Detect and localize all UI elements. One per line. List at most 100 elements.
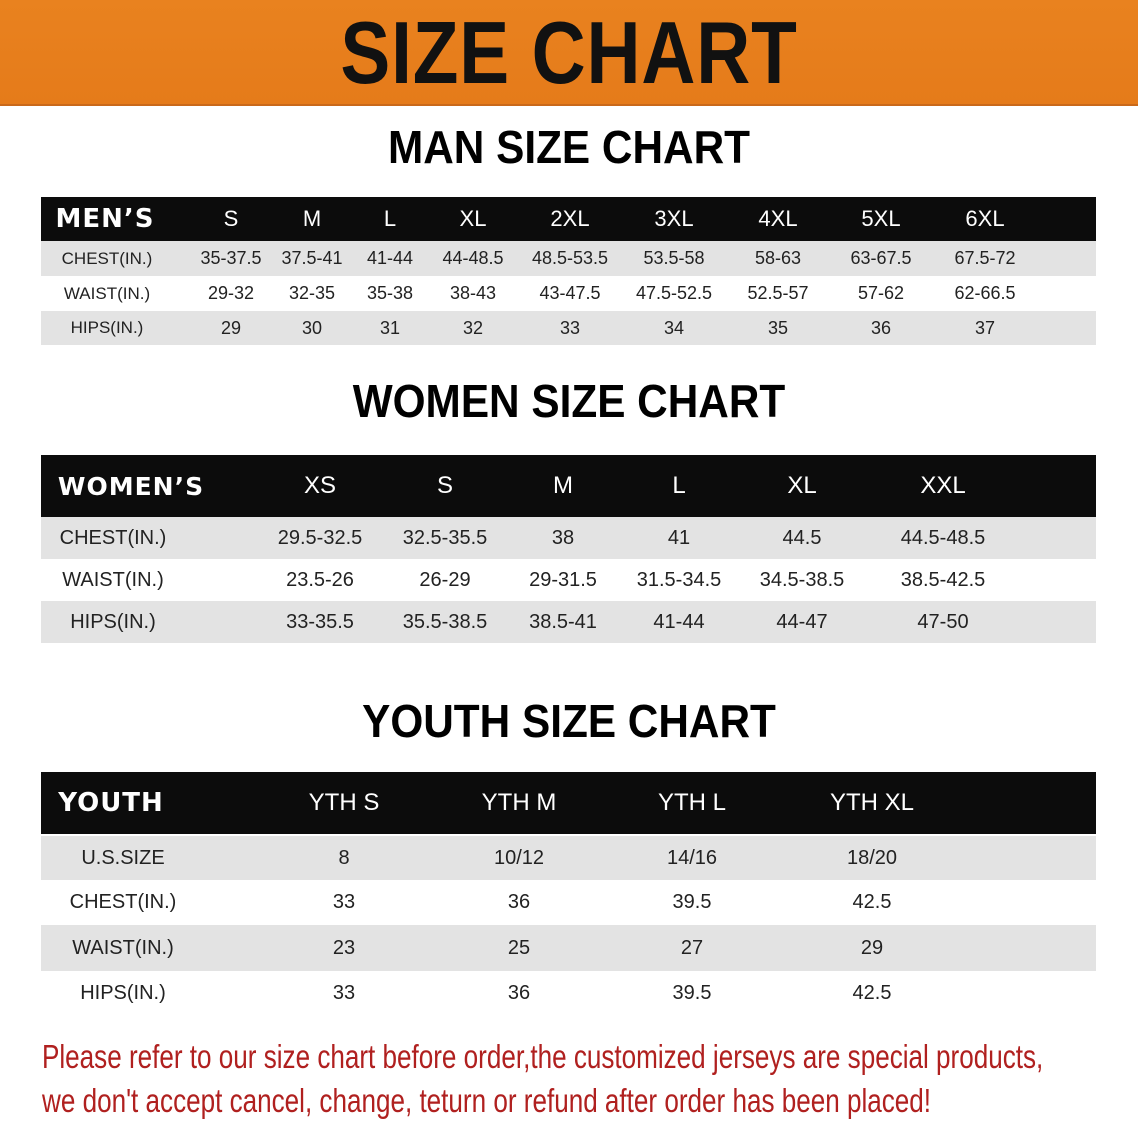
row-label: HIPS(IN.) (70, 318, 144, 337)
size-header: L (383, 206, 397, 231)
measurement-cell: 42.5 (852, 891, 892, 913)
measurement-cell: 58-63 (754, 248, 802, 268)
men-size-table: MEN’S S M L XL 2XL 3XL 4XL 5XL 6XL CHEST(IN.) 35-37… (41, 197, 1096, 345)
measurement-cell: 33 (559, 317, 581, 338)
size-chart-banner: SIZE CHART (0, 0, 1138, 106)
measurement-cell: 35-38 (366, 283, 414, 303)
row-label: WAIST(IN.) (72, 936, 174, 959)
measurement-cell: 29 (860, 936, 884, 959)
size-header: 6XL (965, 206, 1005, 231)
measurement-cell: 30 (301, 317, 323, 338)
row-label: WAIST(IN.) (62, 568, 164, 591)
row-label: U.S.SIZE (81, 846, 165, 869)
measurement-cell: 29.5-32.5 (277, 526, 363, 549)
measurement-cell: 42.5 (852, 982, 892, 1004)
table-row: WAIST(IN.) 29-32 32-35 35-38 38-43 43-47.5 47.… (41, 276, 1096, 311)
measurement-cell: 41-44 (366, 248, 414, 268)
measurement-cell: 38.5-41 (529, 610, 597, 633)
measurement-cell: 47.5-52.5 (635, 283, 713, 303)
women-header-row: WOMEN’S XS S M L XL XXL (41, 455, 1096, 517)
size-header: M (553, 472, 573, 499)
measurement-cell: 18/20 (846, 846, 898, 869)
men-header-label: MEN’S (55, 204, 155, 234)
women-size-table: WOMEN’S XS S M L XL XXL CHEST(IN.) 29.5-32.5 32.5… (41, 455, 1096, 643)
measurement-cell: 23 (332, 936, 356, 959)
table-row: HIPS(IN.) 29 30 31 32 33 34 35 36 37 (41, 311, 1096, 345)
measurement-cell: 10/12 (493, 846, 545, 869)
measurement-cell: 53.5-58 (643, 248, 705, 268)
measurement-cell: 62-66.5 (954, 283, 1016, 303)
measurement-cell: 48.5-53.5 (531, 248, 609, 268)
measurement-cell: 36 (870, 317, 892, 338)
measurement-cell: 33-35.5 (286, 610, 354, 633)
measurement-cell: 38-43 (449, 283, 497, 303)
banner-title: SIZE CHART (340, 3, 798, 102)
size-header: YTH L (657, 789, 726, 816)
measurement-cell: 34 (663, 317, 685, 338)
measurement-cell: 32.5-35.5 (402, 526, 488, 549)
size-header: S (436, 472, 453, 499)
youth-header-label: YOUTH (58, 788, 164, 818)
measurement-cell: 67.5-72 (954, 248, 1016, 268)
men-header-row: MEN’S S M L XL 2XL 3XL 4XL 5XL 6XL (41, 197, 1096, 241)
size-header: 3XL (654, 206, 694, 231)
row-label: CHEST(IN.) (59, 526, 167, 549)
measurement-cell: 8 (338, 846, 350, 869)
measurement-cell: 43-47.5 (539, 283, 601, 303)
measurement-cell: 29-32 (207, 283, 255, 303)
size-header: 4XL (758, 206, 798, 231)
table-row: CHEST(IN.) 33 36 39.5 42.5 (41, 880, 1096, 925)
measurement-cell: 32-35 (288, 283, 336, 303)
table-row: HIPS(IN.) 33 36 39.5 42.5 (41, 971, 1096, 1016)
size-header: YTH S (308, 789, 380, 816)
measurement-cell: 52.5-57 (747, 283, 809, 303)
table-row: WAIST(IN.) 23 25 27 29 (41, 925, 1096, 971)
measurement-cell: 35-37.5 (200, 248, 262, 268)
table-row: U.S.SIZE 8 10/12 14/16 18/20 (41, 836, 1096, 880)
notice-line-1: Please refer to our size chart before or… (42, 1038, 1044, 1075)
youth-header-row: YOUTH YTH S YTH M YTH L YTH XL (41, 772, 1096, 834)
measurement-cell: 36 (507, 982, 531, 1004)
size-header: XXL (920, 472, 966, 499)
row-label: CHEST(IN.) (61, 248, 153, 268)
measurement-cell: 37 (974, 317, 996, 338)
measurement-cell: 41 (667, 526, 691, 549)
size-header: L (672, 472, 686, 499)
size-header: XS (303, 472, 336, 499)
size-header: XL (787, 472, 817, 499)
row-label: CHEST(IN.) (69, 891, 177, 913)
table-row: CHEST(IN.) 29.5-32.5 32.5-35.5 38 41 44.5 44.5… (41, 517, 1096, 559)
table-row: HIPS(IN.) 33-35.5 35.5-38.5 38.5-41 41-44 44-… (41, 601, 1096, 643)
measurement-cell: 27 (680, 936, 704, 959)
row-label: WAIST(IN.) (63, 283, 151, 303)
size-header: 5XL (861, 206, 901, 231)
measurement-cell: 14/16 (666, 846, 718, 869)
measurement-cell: 34.5-38.5 (759, 568, 845, 591)
measurement-cell: 38.5-42.5 (900, 568, 986, 591)
women-section-title: WOMEN SIZE CHART (352, 375, 786, 427)
women-header-label: WOMEN’S (57, 471, 205, 501)
measurement-cell: 47-50 (917, 610, 969, 633)
table-row: CHEST(IN.) 35-37.5 37.5-41 41-44 44-48.5 48.5… (41, 241, 1096, 276)
measurement-cell: 25 (507, 936, 531, 959)
size-header: YTH M (481, 789, 557, 816)
measurement-cell: 31.5-34.5 (636, 568, 722, 591)
row-label: HIPS(IN.) (80, 982, 166, 1004)
measurement-cell: 33 (332, 982, 356, 1004)
size-header: S (223, 206, 239, 231)
measurement-cell: 57-62 (857, 283, 905, 303)
notice-line-2: we don't accept cancel, change, teturn o… (42, 1082, 932, 1119)
measurement-cell: 44-47 (776, 610, 828, 633)
measurement-cell: 32 (462, 317, 484, 338)
measurement-cell: 39.5 (672, 891, 712, 913)
measurement-cell: 33 (332, 891, 356, 913)
row-label: HIPS(IN.) (70, 610, 156, 633)
measurement-cell: 29-31.5 (529, 568, 597, 591)
size-header: M (302, 206, 322, 231)
measurement-cell: 63-67.5 (850, 248, 912, 268)
youth-section-title: YOUTH SIZE CHART (362, 695, 776, 747)
table-row: WAIST(IN.) 23.5-26 26-29 29-31.5 31.5-34.5 34… (41, 559, 1096, 601)
men-section-title: MAN SIZE CHART (387, 121, 751, 173)
measurement-cell: 26-29 (419, 568, 471, 591)
measurement-cell: 44.5 (782, 526, 822, 549)
